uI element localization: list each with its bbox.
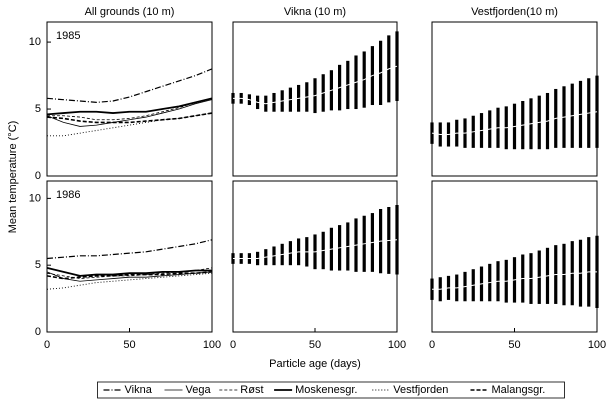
mean-line: [431, 111, 598, 135]
mean-line: [233, 239, 398, 259]
legend-entry: Vega: [164, 384, 212, 396]
legend-label: Vikna: [125, 384, 153, 396]
legend-label: Malangsgr.: [492, 384, 546, 396]
series-line: [46, 239, 213, 260]
series-line: [46, 271, 213, 282]
y-tick-label: 5: [35, 259, 41, 271]
legend-label: Vestfjorden: [393, 384, 448, 396]
legend-label: Røst: [240, 384, 263, 396]
series-line: [46, 68, 213, 103]
legend-label: Moskenesgr.: [295, 384, 357, 396]
panel-title: All grounds (10 m): [85, 6, 175, 18]
series-line: [46, 112, 213, 124]
mean-line: [432, 271, 597, 290]
x-tick-label: 100: [203, 339, 221, 351]
y-tick-label: 10: [29, 36, 41, 48]
x-tick-label: 0: [230, 339, 236, 351]
year-label: 1986: [56, 189, 80, 201]
series-line: [46, 266, 212, 277]
y-axis-label: Mean temperature (°C): [7, 121, 19, 234]
y-tick-label: 0: [35, 170, 41, 182]
x-tick-label: 50: [123, 339, 135, 351]
legend-entry: Røst: [219, 384, 264, 396]
legend-label: Vega: [186, 384, 212, 396]
series-line: [46, 97, 213, 116]
legend-entry: Malangsgr.: [470, 384, 546, 396]
panel-frame: [431, 21, 598, 177]
legend-box: [97, 381, 565, 399]
x-tick-label: 0: [429, 339, 435, 351]
series-line: [47, 97, 213, 121]
x-tick-label: 100: [388, 339, 406, 351]
x-axis-label: Particle age (days): [269, 358, 361, 370]
series-line: [46, 272, 213, 290]
mean-line: [233, 65, 398, 105]
x-tick-label: 50: [508, 339, 520, 351]
panel-frame: [46, 21, 213, 177]
x-tick-label: 100: [588, 339, 606, 351]
x-tick-label: 0: [44, 339, 50, 351]
y-tick-label: 10: [29, 192, 41, 204]
series-line: [46, 271, 213, 280]
y-tick-label: 0: [35, 326, 41, 338]
year-label: 1985: [56, 30, 80, 42]
panel-title: Vestfjorden(10 m): [471, 6, 558, 18]
legend-entry: Vikna: [103, 384, 153, 396]
legend-entry: Moskenesgr.: [274, 384, 357, 396]
series-line: [46, 99, 213, 127]
legend-entry: Vestfjorden: [372, 384, 448, 396]
y-tick-label: 5: [35, 103, 41, 115]
x-tick-label: 50: [309, 339, 321, 351]
panel-frame: [431, 180, 598, 333]
panel-title: Vikna (10 m): [284, 6, 346, 18]
